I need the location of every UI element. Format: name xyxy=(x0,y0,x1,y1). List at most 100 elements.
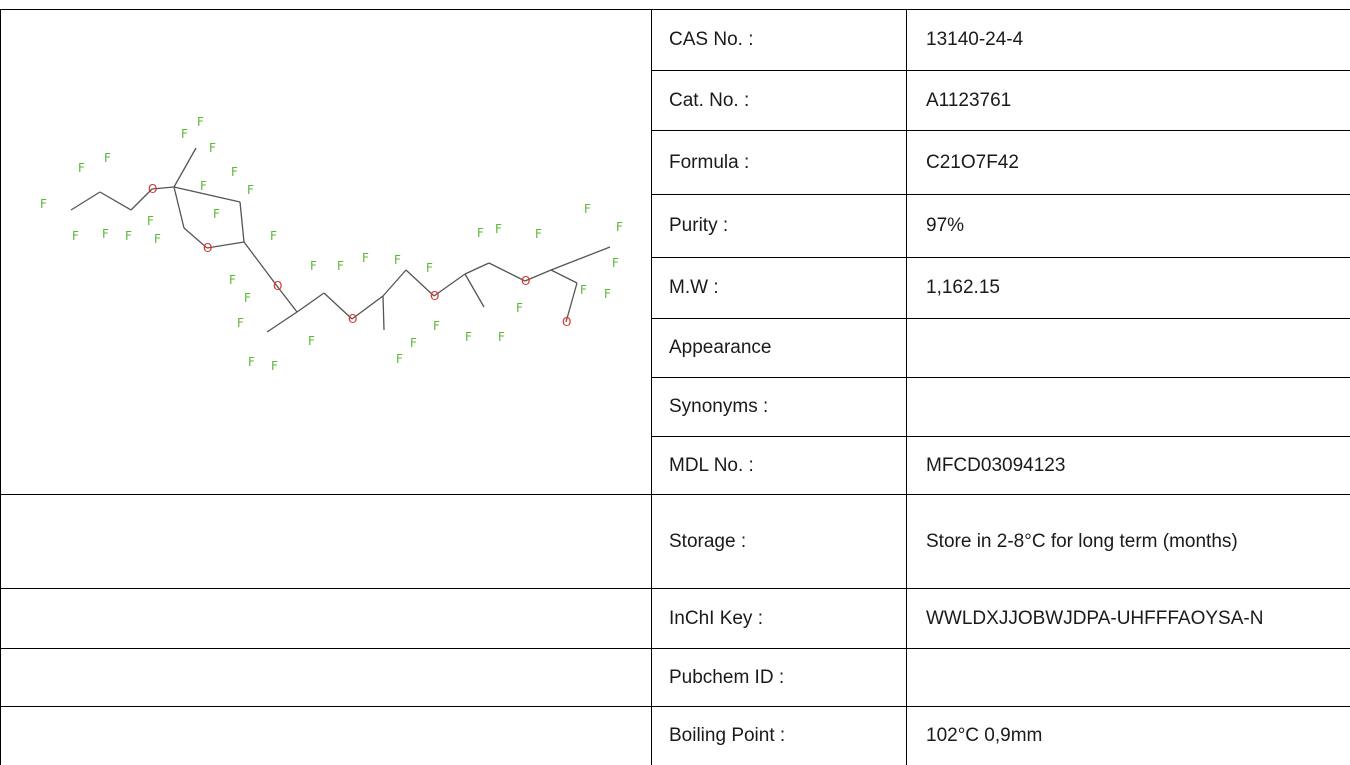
fluorine-atom-label: F xyxy=(248,355,255,369)
border-top xyxy=(0,9,1350,10)
fluorine-atom-label: F xyxy=(426,261,433,275)
bond-line xyxy=(550,269,578,284)
value-formula: C21O7F42 xyxy=(926,151,1019,173)
fluorine-atom-label: F xyxy=(465,330,472,344)
row-divider xyxy=(651,318,1350,319)
fluorine-atom-label: F xyxy=(237,316,244,330)
value-synonyms xyxy=(926,378,1346,436)
bond-line xyxy=(173,186,185,229)
fluorine-atom-label: F xyxy=(310,259,317,273)
fluorine-atom-label: F xyxy=(231,165,238,179)
fluorine-atom-label: F xyxy=(154,232,161,246)
label-formula: Formula : xyxy=(669,151,750,173)
fluorine-atom-label: F xyxy=(270,229,277,243)
label-mdl-no: MDL No. : xyxy=(669,454,754,476)
row-divider xyxy=(651,257,1350,258)
bond-line xyxy=(550,246,611,271)
row-divider-full xyxy=(0,648,1350,649)
border-left xyxy=(0,9,1,765)
fluorine-atom-label: F xyxy=(495,222,502,236)
row-divider xyxy=(651,436,1350,437)
fluorine-atom-label: F xyxy=(580,283,587,297)
row-divider-full xyxy=(0,706,1350,707)
fluorine-atom-label: F xyxy=(200,179,207,193)
bond-line xyxy=(488,262,526,282)
label-cat-no: Cat. No. : xyxy=(669,89,750,111)
label-boiling-point: Boiling Point : xyxy=(669,725,786,746)
bond-line xyxy=(296,292,325,313)
bond-line xyxy=(239,201,245,243)
fluorine-atom-label: F xyxy=(229,273,236,287)
bond-line xyxy=(173,147,197,188)
fluorine-atom-label: F xyxy=(102,227,109,241)
value-cat-no: A1123761 xyxy=(926,89,1012,111)
bond-line xyxy=(266,311,298,333)
bond-line xyxy=(565,282,578,323)
fluorine-atom-label: F xyxy=(197,115,204,129)
fluorine-atom-label: F xyxy=(410,336,417,350)
fluorine-atom-label: F xyxy=(271,359,278,373)
fluorine-atom-label: F xyxy=(394,253,401,267)
fluorine-atom-label: F xyxy=(498,330,505,344)
fluorine-atom-label: F xyxy=(78,161,85,175)
value-boiling-point: 102°C 0,9mm xyxy=(926,725,1043,746)
value-mdl-no: MFCD03094123 xyxy=(926,454,1066,476)
bond-line xyxy=(382,295,385,331)
row-divider xyxy=(651,70,1350,71)
fluorine-atom-label: F xyxy=(40,197,47,211)
oxygen-atom-label: O xyxy=(273,279,282,293)
bond-line xyxy=(276,285,298,313)
oxygen-atom-label: O xyxy=(562,315,571,329)
label-mw: M.W : xyxy=(669,277,719,298)
label-synonyms: Synonyms : xyxy=(669,396,769,417)
fluorine-atom-label: F xyxy=(433,319,440,333)
bond-line xyxy=(405,269,435,297)
fluorine-atom-label: F xyxy=(584,202,591,216)
fluorine-atom-label: F xyxy=(616,220,623,234)
bond-line xyxy=(323,292,353,320)
oxygen-atom-label: O xyxy=(521,274,530,288)
fluorine-atom-label: F xyxy=(247,183,254,197)
bond-line xyxy=(382,269,407,297)
fluorine-atom-label: F xyxy=(362,251,369,265)
fluorine-atom-label: F xyxy=(125,229,132,243)
row-divider-full xyxy=(0,494,1350,495)
bond-line xyxy=(524,269,552,282)
value-cas-no: 13140-24-4 xyxy=(926,29,1024,50)
row-divider-full xyxy=(0,588,1350,589)
bond-line xyxy=(183,227,208,249)
bond-line xyxy=(464,262,490,275)
bond-line xyxy=(433,273,466,297)
label-purity: Purity : xyxy=(669,215,729,236)
label-pubchem-id: Pubchem ID : xyxy=(669,666,785,688)
fluorine-atom-label: F xyxy=(396,352,403,366)
value-storage: Store in 2-8°C for long term (months) xyxy=(926,530,1238,552)
oxygen-atom-label: O xyxy=(203,241,212,255)
fluorine-atom-label: F xyxy=(104,151,111,165)
fluorine-atom-label: F xyxy=(147,214,154,228)
fluorine-atom-label: F xyxy=(337,259,344,273)
value-inchi-key: WWLDXJJOBWJDPA-UHFFFAOYSA-N xyxy=(926,607,1264,629)
value-purity: 97% xyxy=(926,215,965,236)
bond-line xyxy=(464,273,485,308)
fluorine-atom-label: F xyxy=(72,229,79,243)
bond-line xyxy=(173,186,241,203)
label-appearance: Appearance xyxy=(669,337,772,358)
fluorine-atom-label: F xyxy=(209,141,216,155)
label-storage: Storage : xyxy=(669,530,747,552)
bond-line xyxy=(206,241,245,249)
row-divider xyxy=(651,130,1350,131)
fluorine-atom-label: F xyxy=(477,226,484,240)
value-pubchem-id xyxy=(926,649,1346,706)
fluorine-atom-label: F xyxy=(244,291,251,305)
value-mw: 1,162.15 xyxy=(926,277,1000,298)
border-col-label xyxy=(906,9,907,765)
fluorine-atom-label: F xyxy=(213,207,220,221)
bond-line xyxy=(130,188,153,211)
fluorine-atom-label: F xyxy=(535,227,542,241)
fluorine-atom-label: F xyxy=(612,256,619,270)
oxygen-atom-label: O xyxy=(148,182,157,196)
